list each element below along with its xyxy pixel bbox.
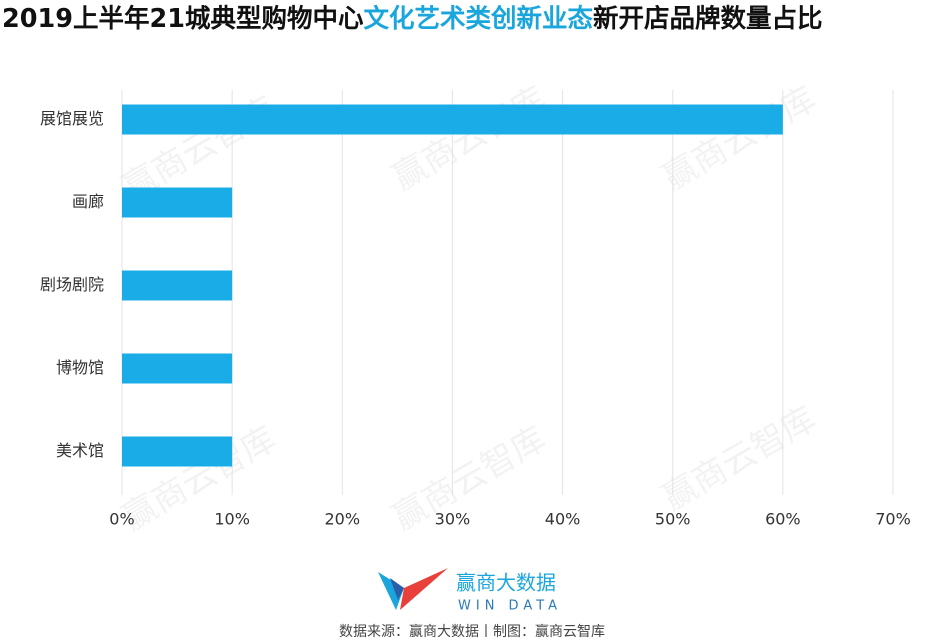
x-tick-label: 50% [655, 510, 691, 529]
y-tick-label: 剧场剧院 [40, 275, 104, 294]
title-part: 新开店品牌数量占比 [593, 4, 823, 34]
x-tick-label: 70% [875, 510, 911, 529]
bar [122, 436, 233, 467]
y-tick-label: 博物馆 [56, 358, 104, 377]
x-tick-label: 60% [765, 510, 801, 529]
watermark: 赢商云智库 [386, 79, 553, 199]
y-tick-label: 画廊 [72, 192, 104, 211]
logo-name: 赢商大数据 [456, 571, 556, 595]
x-tick-label: 30% [435, 510, 471, 529]
x-tick-label: 10% [214, 510, 250, 529]
chart-title: 2019上半年21城典型购物中心文化艺术类创新业态新开店品牌数量占比 [2, 4, 823, 34]
bar [122, 353, 233, 384]
logo-shape [390, 578, 404, 600]
title-part: 2019上半年21城典型购物中心 [2, 4, 364, 34]
bar [122, 187, 233, 218]
logo-shape [378, 572, 404, 610]
source: 数据来源：赢商大数据丨制图：赢商云智库 [339, 623, 605, 640]
logo: 赢商大数据 WIN DATA [378, 568, 562, 614]
y-tick-label: 展馆展览 [40, 109, 104, 128]
x-tick-label: 40% [545, 510, 581, 529]
bar [122, 104, 783, 135]
logo-subtitle: WIN DATA [458, 599, 562, 614]
x-tick-label: 0% [109, 510, 134, 529]
y-tick-label: 美术馆 [56, 441, 104, 460]
bar [122, 270, 233, 301]
watermark: 赢商云智库 [656, 399, 823, 519]
title-part: 文化艺术类创新业态 [363, 4, 593, 34]
x-tick-label: 20% [325, 510, 361, 529]
watermark: 赢商云智库 [656, 79, 823, 199]
logo-shape [400, 568, 448, 610]
